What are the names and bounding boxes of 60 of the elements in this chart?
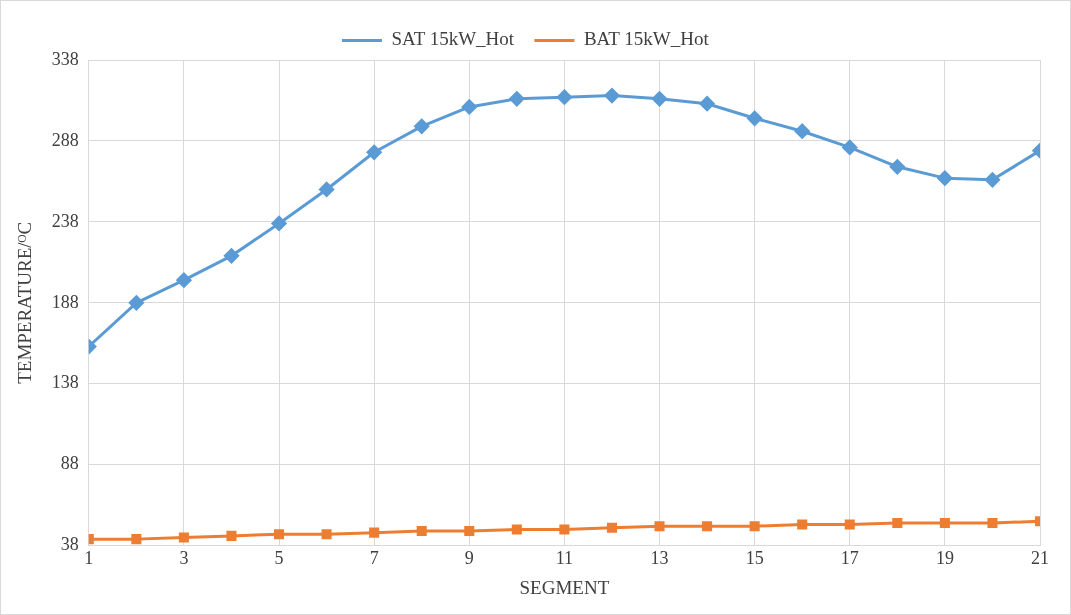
x-tick-label: 19 — [935, 548, 954, 569]
x-tick-label: 17 — [840, 548, 859, 569]
y-axis-title: TEMPERATURE/ᴼC — [14, 221, 36, 384]
legend-label: SAT 15kW_Hot — [391, 28, 515, 50]
point — [366, 144, 382, 160]
point — [652, 91, 668, 107]
point — [797, 519, 808, 530]
point — [414, 118, 430, 134]
point — [747, 110, 763, 126]
point — [271, 215, 287, 231]
x-tick-label: 5 — [274, 548, 284, 569]
point — [511, 524, 522, 535]
legend-label: BAT 15kW_Hot — [583, 28, 710, 50]
x-tick-label: 1 — [84, 548, 94, 569]
point — [699, 96, 715, 112]
y-tick-label: 338 — [51, 48, 79, 69]
y-tick-label: 188 — [51, 291, 79, 312]
point — [892, 517, 903, 528]
point — [937, 170, 953, 186]
point — [223, 248, 239, 264]
y-tick-label: 88 — [60, 453, 79, 474]
point — [416, 526, 427, 537]
point — [319, 181, 335, 197]
point — [131, 534, 142, 545]
y-tick-label: 288 — [51, 129, 79, 150]
point — [178, 532, 189, 543]
y-tick-label: 38 — [60, 534, 79, 555]
point — [889, 159, 905, 175]
point — [794, 123, 810, 139]
x-tick-label: 11 — [555, 548, 574, 569]
x-tick-label: 9 — [464, 548, 474, 569]
point — [556, 89, 572, 105]
point — [654, 521, 665, 532]
point — [749, 521, 760, 532]
point — [128, 295, 144, 311]
point — [939, 517, 950, 528]
point — [987, 517, 998, 528]
x-tick-label: 13 — [650, 548, 669, 569]
x-tick-label: 3 — [179, 548, 189, 569]
y-tick-label: 138 — [51, 372, 79, 393]
x-axis-title: SEGMENT — [519, 576, 610, 598]
x-tick-label: 21 — [1031, 548, 1049, 569]
point — [604, 88, 620, 104]
point — [842, 139, 858, 155]
point — [702, 521, 713, 532]
point — [509, 91, 525, 107]
point — [321, 529, 332, 540]
point — [176, 272, 192, 288]
point — [984, 172, 1000, 188]
point — [369, 527, 380, 538]
point — [274, 529, 285, 540]
x-tick-label: 7 — [369, 548, 379, 569]
x-tick-label: 15 — [745, 548, 764, 569]
point — [606, 522, 617, 533]
point — [226, 530, 237, 541]
y-tick-label: 238 — [51, 210, 79, 231]
point — [464, 526, 475, 537]
point — [461, 99, 477, 115]
point — [559, 524, 570, 535]
point — [844, 519, 855, 530]
